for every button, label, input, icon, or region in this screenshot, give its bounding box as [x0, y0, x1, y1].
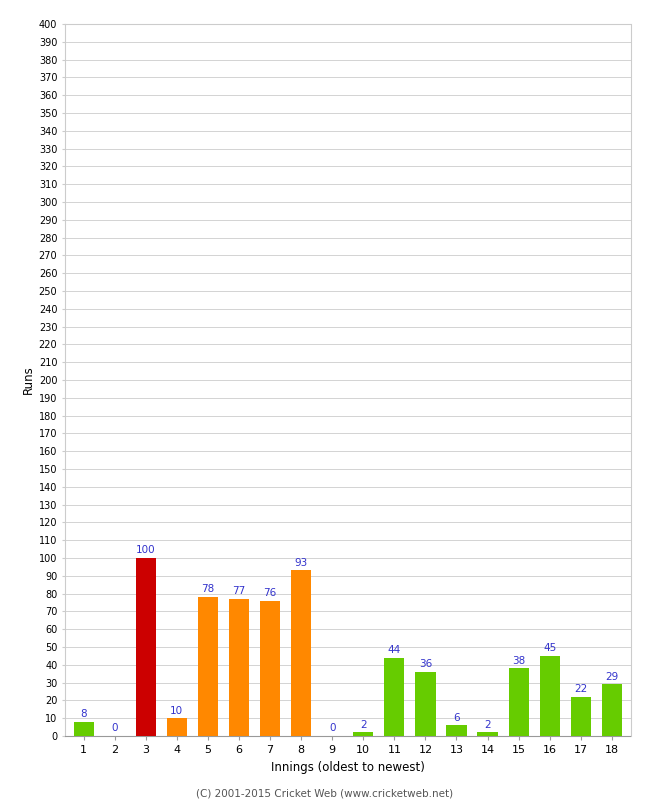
Bar [540, 656, 560, 736]
Text: (C) 2001-2015 Cricket Web (www.cricketweb.net): (C) 2001-2015 Cricket Web (www.cricketwe… [196, 788, 454, 798]
Text: 2: 2 [360, 720, 367, 730]
Text: 100: 100 [136, 546, 155, 555]
Bar [260, 601, 280, 736]
Text: 78: 78 [202, 585, 214, 594]
Bar [198, 597, 218, 736]
Text: 45: 45 [543, 643, 556, 654]
Text: 8: 8 [81, 709, 87, 719]
Bar [478, 733, 498, 736]
X-axis label: Innings (oldest to newest): Innings (oldest to newest) [271, 761, 424, 774]
Bar [602, 684, 622, 736]
Bar [571, 697, 591, 736]
Bar [229, 599, 249, 736]
Bar [508, 668, 528, 736]
Bar [447, 726, 467, 736]
Text: 76: 76 [263, 588, 277, 598]
Text: 22: 22 [574, 684, 588, 694]
Text: 38: 38 [512, 656, 525, 666]
Bar [384, 658, 404, 736]
Bar [415, 672, 436, 736]
Text: 6: 6 [453, 713, 460, 722]
Text: 93: 93 [294, 558, 307, 568]
Bar [73, 722, 94, 736]
Text: 10: 10 [170, 706, 183, 715]
Text: 2: 2 [484, 720, 491, 730]
Text: 77: 77 [232, 586, 246, 596]
Bar [136, 558, 156, 736]
Text: 36: 36 [419, 659, 432, 670]
Text: 0: 0 [111, 723, 118, 734]
Bar [167, 718, 187, 736]
Y-axis label: Runs: Runs [21, 366, 34, 394]
Bar [291, 570, 311, 736]
Text: 44: 44 [388, 645, 401, 655]
Text: 0: 0 [329, 723, 335, 734]
Text: 29: 29 [605, 672, 619, 682]
Bar [353, 733, 373, 736]
